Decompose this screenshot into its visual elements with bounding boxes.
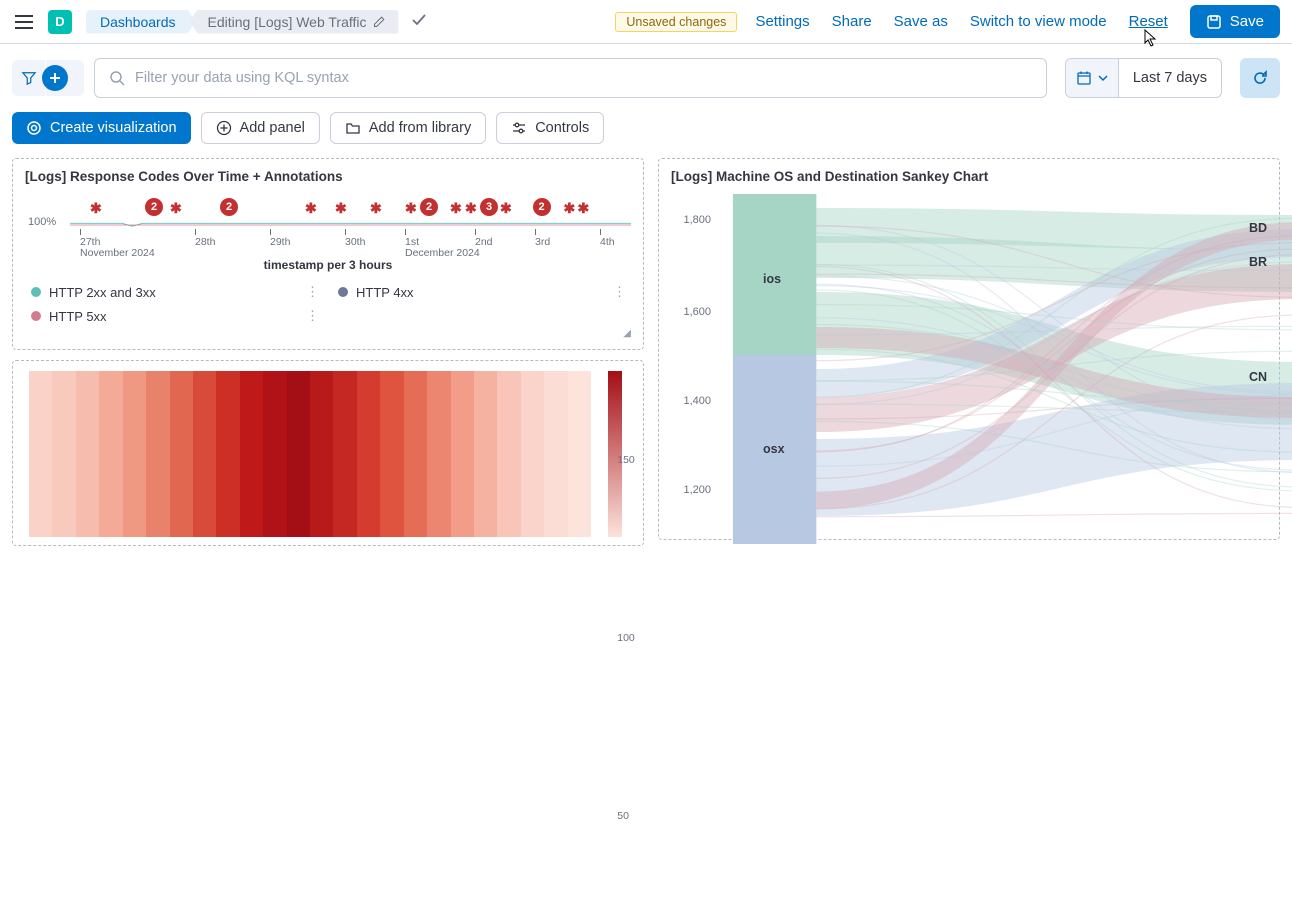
- save-button-label: Save: [1230, 13, 1264, 30]
- response-codes-chart: 100% 27thNovember 202428th29th30th1stDec…: [70, 194, 631, 254]
- rc-yaxis-label: 100%: [28, 216, 56, 228]
- sankey-chart: 1,8001,6001,4001,200 iososxBDBRCN: [671, 194, 1267, 544]
- calendar-icon: [1076, 70, 1092, 86]
- search-icon: [109, 70, 125, 86]
- refresh-icon: [1252, 70, 1268, 86]
- breadcrumb-dashboards[interactable]: Dashboards: [86, 10, 196, 34]
- search-input[interactable]: [135, 70, 1032, 86]
- resize-handle-icon[interactable]: ◢: [25, 328, 631, 339]
- create-visualization-button[interactable]: Create visualization: [12, 112, 191, 144]
- unsaved-badge: Unsaved changes: [615, 12, 737, 32]
- add-panel-label: Add panel: [240, 120, 305, 136]
- date-range-text[interactable]: Last 7 days: [1119, 59, 1221, 97]
- app-badge[interactable]: D: [48, 10, 72, 34]
- legend-menu-icon[interactable]: ⋮: [306, 308, 318, 324]
- breadcrumb-current: Editing [Logs] Web Traffic: [190, 10, 399, 34]
- sankey-target-label: BR: [1249, 255, 1267, 269]
- breadcrumb: Dashboards Editing [Logs] Web Traffic: [86, 10, 399, 34]
- share-link[interactable]: Share: [832, 13, 872, 30]
- legend-item[interactable]: HTTP 5xx⋮: [31, 308, 318, 324]
- sankey-target-label: BD: [1249, 221, 1267, 235]
- panel-title: [Logs] Response Codes Over Time + Annota…: [25, 169, 631, 184]
- save-as-link[interactable]: Save as: [894, 13, 948, 30]
- panel-heatmap[interactable]: 15010050: [12, 360, 644, 546]
- sankey-source-label: ios: [763, 272, 781, 286]
- date-quick-select[interactable]: [1066, 59, 1119, 97]
- save-button[interactable]: Save: [1190, 5, 1280, 38]
- check-icon[interactable]: [411, 12, 427, 31]
- heatmap-scale: 15010050: [603, 371, 627, 537]
- add-panel-button[interactable]: Add panel: [201, 112, 320, 144]
- sankey-target-label: CN: [1249, 370, 1267, 384]
- add-from-library-label: Add from library: [369, 120, 471, 136]
- cursor-icon: [1142, 28, 1160, 48]
- sankey-source-label: osx: [763, 442, 785, 456]
- create-visualization-label: Create visualization: [50, 120, 177, 136]
- breadcrumb-current-label: Editing [Logs] Web Traffic: [208, 14, 367, 30]
- panel-sankey[interactable]: [Logs] Machine OS and Destination Sankey…: [658, 158, 1280, 540]
- legend-menu-icon[interactable]: ⋮: [306, 284, 318, 300]
- sliders-icon: [511, 120, 527, 136]
- plus-circle-icon: [216, 120, 232, 136]
- pencil-icon[interactable]: [373, 16, 385, 28]
- add-from-library-button[interactable]: Add from library: [330, 112, 486, 144]
- legend-item[interactable]: HTTP 4xx⋮: [338, 284, 625, 300]
- menu-toggle[interactable]: [12, 10, 36, 34]
- legend-menu-icon[interactable]: ⋮: [613, 284, 625, 300]
- settings-link[interactable]: Settings: [755, 13, 809, 30]
- save-icon: [1206, 14, 1222, 30]
- filter-toggle[interactable]: [12, 60, 46, 96]
- refresh-button[interactable]: [1240, 58, 1280, 98]
- heatmap-bars: [29, 371, 591, 537]
- controls-button[interactable]: Controls: [496, 112, 604, 144]
- rc-xaxis-label: timestamp per 3 hours: [25, 258, 631, 272]
- legend-item[interactable]: HTTP 2xx and 3xx⋮: [31, 284, 318, 300]
- add-filter-button[interactable]: [42, 65, 68, 91]
- panel-title: [Logs] Machine OS and Destination Sankey…: [671, 169, 1267, 184]
- lens-icon: [26, 120, 42, 136]
- search-box[interactable]: [94, 58, 1047, 98]
- date-range-picker[interactable]: Last 7 days: [1065, 58, 1222, 98]
- controls-label: Controls: [535, 120, 589, 136]
- folder-icon: [345, 120, 361, 136]
- switch-view-link[interactable]: Switch to view mode: [970, 13, 1107, 30]
- panel-response-codes[interactable]: [Logs] Response Codes Over Time + Annota…: [12, 158, 644, 350]
- chevron-down-icon: [1098, 75, 1108, 81]
